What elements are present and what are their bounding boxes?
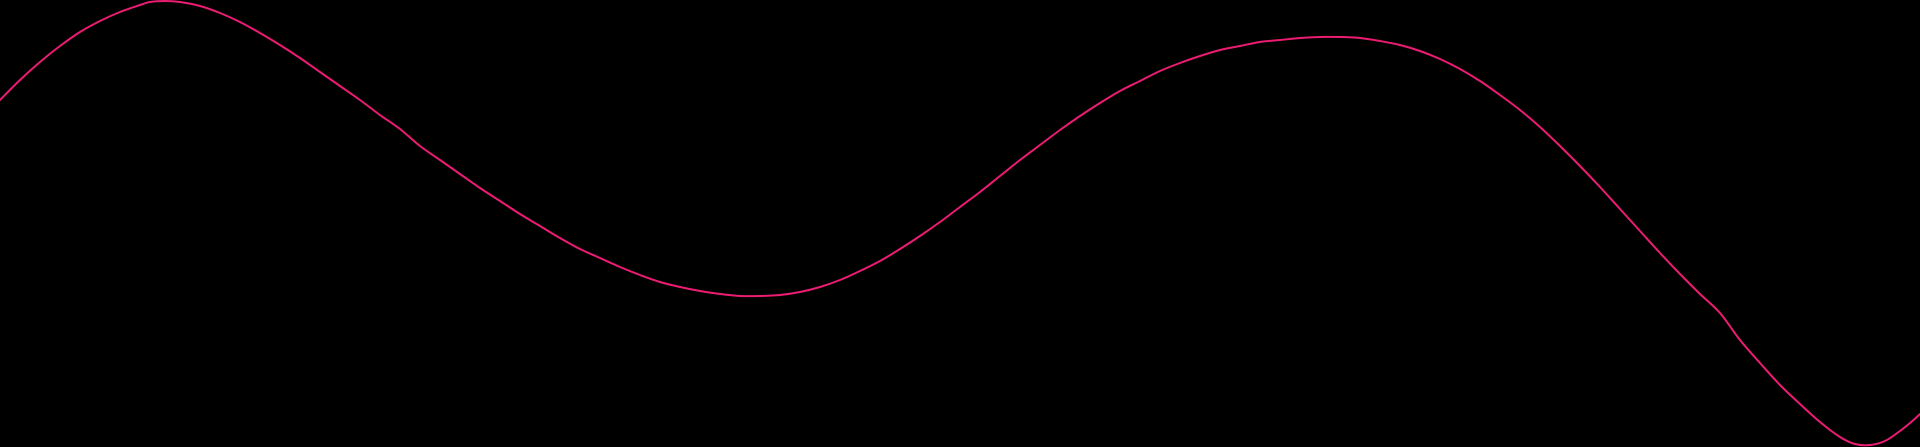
plot-background [0, 0, 1920, 447]
sine-wave-line [0, 0, 1920, 447]
sine-wave-canvas [0, 0, 1920, 447]
wave-plot [0, 0, 1920, 447]
